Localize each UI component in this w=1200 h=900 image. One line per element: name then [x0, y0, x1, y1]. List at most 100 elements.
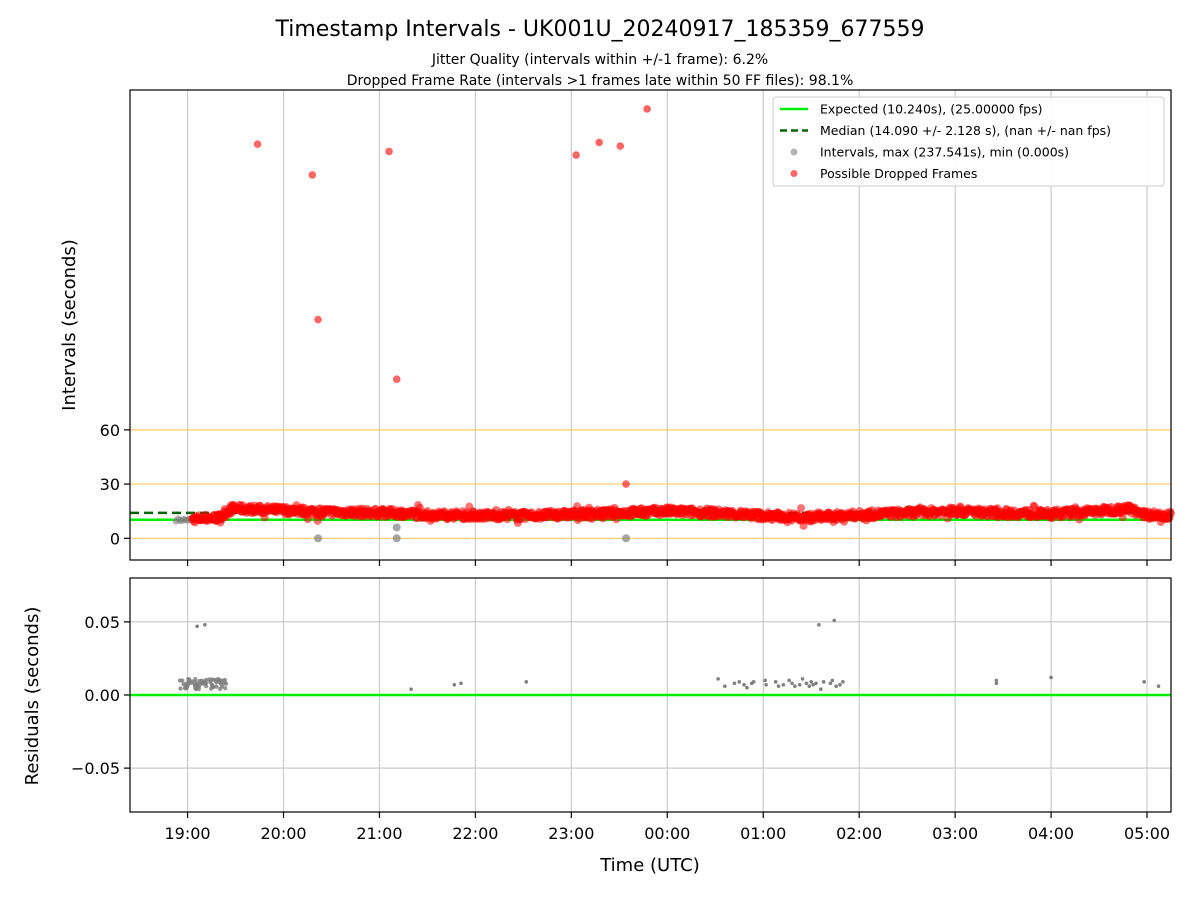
residuals-panel: 0.05 0.00 −0.05 19:00 20:00 21:00 22:00 23:00 00… [71, 577, 1172, 843]
dropped-frame-point [314, 315, 322, 324]
residual-point [214, 680, 219, 685]
residual-point [830, 678, 835, 683]
residual-point [773, 680, 778, 684]
residual-point [524, 680, 529, 684]
legend-dropped-marker [790, 170, 798, 177]
residual-point [1142, 680, 1146, 684]
residual-point [192, 679, 198, 685]
legend-label: Expected (10.240s), (25.00000 fps) [820, 102, 1042, 117]
residual-point [214, 684, 219, 689]
bottom-y-axis-label: Residuals (seconds) [22, 607, 43, 786]
dropped-frame-point [797, 504, 806, 513]
x-tick-label: 05:00 [1124, 824, 1170, 843]
x-tick-label: 04:00 [1028, 824, 1074, 843]
dropped-frame-point [253, 140, 262, 149]
residual-point [1156, 684, 1161, 689]
bottom-y-tick-label: 0.05 [84, 613, 120, 632]
residual-point [209, 677, 214, 682]
dropped-frames-band [188, 500, 1175, 530]
residual-point [817, 623, 821, 627]
dropped-frame-point [643, 105, 651, 113]
chart-title: Timestamp Intervals - UK001U_20240917_18… [275, 17, 925, 42]
residual-point [814, 681, 818, 686]
residual-point [209, 686, 214, 691]
residual-point [223, 681, 228, 686]
residual-point [716, 677, 720, 681]
residual-point [834, 684, 838, 689]
legend-label: Median (14.090 +/- 2.128 s), (nan +/- na… [820, 123, 1111, 138]
x-tick-label: 03:00 [932, 824, 978, 843]
residual-point [828, 681, 833, 686]
top-y-tick-label: 30 [100, 475, 120, 494]
residual-point [186, 677, 191, 682]
residual-point [807, 684, 812, 689]
residual-point [183, 681, 189, 686]
legend-intervals-marker [790, 148, 798, 156]
x-tick-label: 22:00 [452, 824, 498, 843]
residual-point [841, 680, 845, 684]
residual-point [203, 623, 207, 627]
dropped-frame-point [308, 171, 317, 179]
residual-point [804, 681, 809, 686]
x-tick-label: 01:00 [740, 824, 786, 843]
x-axis-label: Time (UTC) [599, 855, 700, 876]
residual-point [819, 687, 823, 691]
bottom-y-tick-label: 0.00 [84, 686, 120, 705]
residual-point [811, 682, 815, 687]
residual-point [745, 685, 749, 690]
x-tick-label: 21:00 [356, 824, 402, 843]
residual-point [793, 684, 797, 689]
residual-point [198, 680, 204, 686]
residual-point [178, 686, 183, 691]
bottom-y-tick-label: −0.05 [71, 759, 120, 778]
residual-point [832, 618, 837, 623]
residual-point [202, 680, 207, 685]
residual-point [787, 678, 791, 683]
interval-point [622, 534, 631, 543]
residual-point [781, 682, 786, 687]
residual-point [790, 681, 794, 686]
residual-point [737, 680, 742, 684]
chart-subtitle-2: Dropped Frame Rate (intervals >1 frames … [347, 73, 854, 89]
dropped-frame-point [385, 147, 393, 156]
dropped-frame-point [616, 142, 625, 150]
residual-point [763, 678, 767, 683]
residual-point [809, 680, 814, 684]
x-tick-label: 23:00 [548, 824, 594, 843]
dropped-frame-point [392, 375, 401, 384]
residual-point [459, 681, 463, 686]
residual-point [216, 677, 222, 683]
residual-point [193, 686, 199, 691]
dropped-frame-point [572, 151, 580, 159]
residual-point [452, 682, 457, 687]
top-axes-frame [129, 89, 1172, 561]
residual-point [180, 678, 185, 683]
residual-point [742, 682, 746, 687]
residual-point [1049, 675, 1053, 680]
residual-point [821, 680, 826, 684]
interval-point [314, 534, 323, 543]
dropped-frame-point [599, 514, 607, 523]
residual-point [994, 681, 999, 686]
legend: Expected (10.240s), (25.00000 fps) Median… [772, 96, 1165, 187]
x-tick-label: 02:00 [836, 824, 882, 843]
residual-point [800, 677, 805, 681]
residual-point [195, 683, 200, 688]
residual-point [764, 682, 768, 687]
dropped-frame-point [595, 138, 603, 147]
residual-point [223, 686, 228, 691]
residual-point [797, 682, 802, 687]
residual-point [723, 684, 727, 689]
legend-frame [772, 96, 1165, 187]
residual-point [195, 624, 199, 629]
dropped-frame-point [622, 480, 630, 488]
residual-point [409, 687, 413, 691]
intervals-panel: 0 30 60 [100, 89, 1175, 566]
x-tick-label: 20:00 [260, 824, 306, 843]
interval-point [392, 523, 401, 532]
top-y-axis-label: Intervals (seconds) [59, 239, 80, 411]
dropped-frame-point [1118, 513, 1127, 522]
residual-point [218, 686, 223, 692]
residual-point [184, 686, 189, 691]
